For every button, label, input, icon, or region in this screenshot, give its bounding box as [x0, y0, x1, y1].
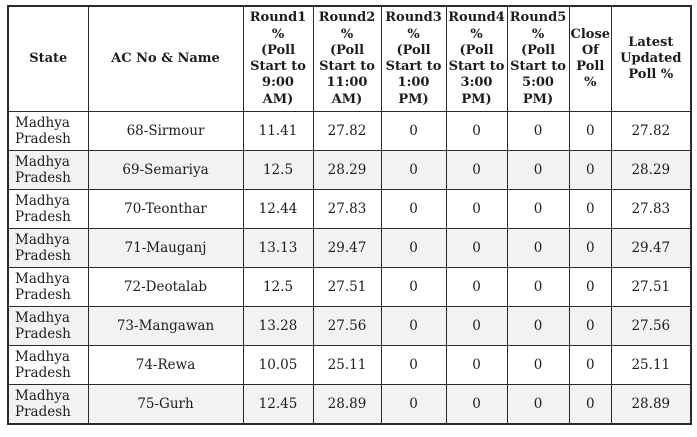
poll-value-cell: 0 [506, 384, 570, 425]
poll-value-cell: 12.5 [242, 150, 314, 190]
poll-value-cell: 0 [380, 150, 447, 190]
poll-value-cell: 0 [380, 111, 447, 151]
poll-value-cell: 0 [380, 228, 447, 268]
poll-value-cell: 0 [380, 345, 447, 385]
column-header-8: Close Of Poll % [568, 5, 613, 112]
poll-value-cell: 0 [445, 267, 508, 307]
column-header-4: Round2 % (Poll Start to 11:00 AM) [312, 5, 382, 112]
poll-value-cell: 12.45 [242, 384, 314, 425]
poll-value-cell: 0 [568, 150, 613, 190]
poll-value-cell: 0 [506, 345, 570, 385]
table-body: Madhya Pradesh 68-Sirmour 11.41 27.82 0 0 0 0 27… [7, 111, 692, 425]
state-cell: Madhya Pradesh [7, 189, 89, 229]
poll-value-cell: 0 [506, 228, 570, 268]
column-header-5: Round3 % (Poll Start to 1:00 PM) [380, 5, 447, 112]
poll-value-cell: 13.13 [242, 228, 314, 268]
table-row: Madhya Pradesh 71-Mauganj 13.13 29.47 0 0 0 0 29… [7, 228, 692, 268]
poll-value-cell: 0 [380, 306, 447, 346]
table-row: Madhya Pradesh 69-Semariya 12.5 28.29 0 0 0 0 28… [7, 150, 692, 190]
column-header-6: Round4 % (Poll Start to 3:00 PM) [445, 5, 508, 112]
poll-value-cell: 27.82 [312, 111, 382, 151]
table-row: Madhya Pradesh 74-Rewa 10.05 25.11 0 0 0 0 25.11 [7, 345, 692, 385]
state-cell: Madhya Pradesh [7, 111, 89, 151]
ac-name-cell: 70-Teonthar [87, 189, 244, 229]
poll-value-cell: 28.89 [312, 384, 382, 425]
poll-value-cell: 11.41 [242, 111, 314, 151]
poll-value-cell: 0 [568, 267, 613, 307]
poll-value-cell: 12.5 [242, 267, 314, 307]
poll-value-cell: 27.83 [312, 189, 382, 229]
poll-value-cell: 0 [506, 267, 570, 307]
poll-value-cell: 27.51 [611, 267, 692, 307]
ac-name-cell: 74-Rewa [87, 345, 244, 385]
state-cell: Madhya Pradesh [7, 306, 89, 346]
table-row: Madhya Pradesh 70-Teonthar 12.44 27.83 0 0 0 0 2… [7, 189, 692, 229]
poll-value-cell: 27.56 [312, 306, 382, 346]
ac-name-cell: 75-Gurh [87, 384, 244, 425]
poll-value-cell: 27.82 [611, 111, 692, 151]
poll-value-cell: 0 [445, 384, 508, 425]
state-cell: Madhya Pradesh [7, 384, 89, 425]
ac-name-cell: 69-Semariya [87, 150, 244, 190]
poll-value-cell: 0 [506, 150, 570, 190]
poll-value-cell: 29.47 [312, 228, 382, 268]
poll-value-cell: 28.29 [611, 150, 692, 190]
column-header-3: Round1 % (Poll Start to 9:00 AM) [242, 5, 314, 112]
poll-value-cell: 25.11 [611, 345, 692, 385]
column-header-2: AC No & Name [87, 5, 244, 112]
poll-value-cell: 13.28 [242, 306, 314, 346]
poll-value-cell: 0 [445, 111, 508, 151]
ac-name-cell: 71-Mauganj [87, 228, 244, 268]
poll-value-cell: 0 [568, 306, 613, 346]
poll-value-cell: 0 [380, 384, 447, 425]
ac-name-cell: 72-Deotalab [87, 267, 244, 307]
poll-value-cell: 28.29 [312, 150, 382, 190]
poll-value-cell: 27.51 [312, 267, 382, 307]
ac-name-cell: 73-Mangawan [87, 306, 244, 346]
state-cell: Madhya Pradesh [7, 228, 89, 268]
poll-value-cell: 0 [445, 189, 508, 229]
table-row: Madhya Pradesh 68-Sirmour 11.41 27.82 0 0 0 0 27… [7, 111, 692, 151]
poll-value-cell: 0 [445, 306, 508, 346]
poll-value-cell: 27.56 [611, 306, 692, 346]
column-header-9: Latest Updated Poll % [611, 5, 692, 112]
state-cell: Madhya Pradesh [7, 345, 89, 385]
header-row: State AC No & Name Round1 % (Poll Start to… [7, 5, 692, 112]
table-row: Madhya Pradesh 73-Mangawan 13.28 27.56 0 0 0 0 2… [7, 306, 692, 346]
state-cell: Madhya Pradesh [7, 267, 89, 307]
poll-value-cell: 0 [506, 306, 570, 346]
column-header-7: Round5 % (Poll Start to 5:00 PM) [506, 5, 570, 112]
voter-turnout-table: State AC No & Name Round1 % (Poll Start to… [7, 5, 692, 425]
poll-value-cell: 0 [506, 189, 570, 229]
poll-value-cell: 0 [380, 189, 447, 229]
poll-value-cell: 0 [445, 345, 508, 385]
poll-value-cell: 12.44 [242, 189, 314, 229]
table-header: State AC No & Name Round1 % (Poll Start to… [7, 5, 692, 112]
poll-value-cell: 0 [568, 189, 613, 229]
poll-value-cell: 27.83 [611, 189, 692, 229]
poll-value-cell: 25.11 [312, 345, 382, 385]
poll-value-cell: 0 [568, 111, 613, 151]
poll-value-cell: 10.05 [242, 345, 314, 385]
poll-value-cell: 29.47 [611, 228, 692, 268]
poll-value-cell: 28.89 [611, 384, 692, 425]
poll-value-cell: 0 [380, 267, 447, 307]
poll-value-cell: 0 [445, 228, 508, 268]
table-row: Madhya Pradesh 72-Deotalab 12.5 27.51 0 0 0 0 27… [7, 267, 692, 307]
state-cell: Madhya Pradesh [7, 150, 89, 190]
table-row: Madhya Pradesh 75-Gurh 12.45 28.89 0 0 0 0 28.89 [7, 384, 692, 425]
column-header-1: State [7, 5, 89, 112]
poll-value-cell: 0 [568, 384, 613, 425]
poll-value-cell: 0 [506, 111, 570, 151]
ac-name-cell: 68-Sirmour [87, 111, 244, 151]
poll-value-cell: 0 [445, 150, 508, 190]
poll-value-cell: 0 [568, 228, 613, 268]
poll-value-cell: 0 [568, 345, 613, 385]
